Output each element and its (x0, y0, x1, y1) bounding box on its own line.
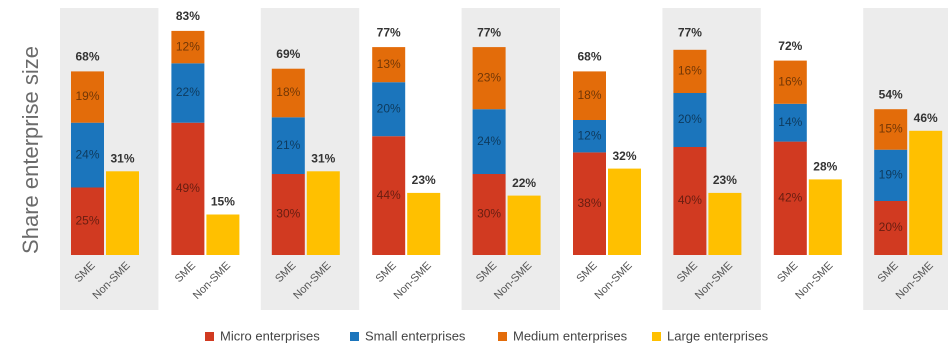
legend-swatch (498, 332, 507, 341)
x-tick-label: Non-SME (191, 260, 233, 302)
data-label: 23% (477, 70, 501, 84)
data-label: 31% (110, 151, 134, 165)
bar-segment (673, 49, 707, 93)
data-label: 40% (678, 193, 702, 207)
total-label: 77% (477, 25, 501, 39)
data-label: 28% (813, 160, 837, 174)
total-label: 77% (678, 25, 702, 39)
bar-segment (206, 214, 240, 255)
x-tick-label: SME (374, 260, 399, 285)
bar-segment (874, 201, 908, 255)
bar-segment (171, 30, 205, 64)
bar-segment (372, 136, 406, 255)
data-label: 30% (477, 207, 501, 221)
data-label: 12% (176, 39, 200, 53)
data-label: 20% (377, 101, 401, 115)
data-label: 38% (577, 196, 601, 210)
data-label: 18% (577, 88, 601, 102)
data-label: 32% (612, 149, 636, 163)
bar-segment (472, 109, 506, 174)
x-tick-label: SME (574, 260, 599, 285)
bar-segment (773, 60, 807, 104)
total-label: 77% (377, 25, 401, 39)
legend-label: Micro enterprises (220, 328, 320, 343)
x-tick-label: SME (775, 260, 800, 285)
data-label: 15% (211, 195, 235, 209)
bar-segment (773, 103, 807, 142)
y-axis-label: Share enterprise size (18, 46, 43, 254)
data-label: 23% (713, 173, 737, 187)
data-label: 49% (176, 181, 200, 195)
data-label: 19% (879, 168, 903, 182)
total-label: 54% (879, 87, 903, 101)
bar-segment (71, 187, 104, 255)
data-label: 19% (75, 89, 99, 103)
x-tick-label: Non-SME (793, 260, 835, 302)
total-label: 68% (577, 50, 601, 64)
data-label: 22% (176, 85, 200, 99)
legend-label: Medium enterprises (513, 328, 628, 343)
total-label: 83% (176, 9, 200, 23)
bar-segment (573, 152, 606, 255)
bar-segment (874, 109, 908, 150)
bar-segment (573, 120, 606, 153)
bar-segment (773, 141, 807, 255)
x-tick-label: Non-SME (592, 260, 634, 302)
data-label: 46% (914, 111, 938, 125)
bar-segment (874, 149, 908, 201)
data-label: 14% (778, 115, 802, 129)
bar-segment (71, 122, 104, 188)
bar-segment (909, 130, 943, 255)
legend-label: Large enterprises (667, 328, 769, 343)
data-label: 18% (276, 85, 300, 99)
bar-segment (71, 71, 104, 123)
data-label: 20% (678, 112, 702, 126)
data-label: 12% (577, 128, 601, 142)
data-label: 24% (477, 134, 501, 148)
bar-segment (171, 63, 205, 123)
total-label: 68% (75, 50, 99, 64)
bar-segment (673, 93, 707, 147)
bar-segment (306, 171, 340, 255)
bar-segment (271, 68, 305, 118)
bar-segment (608, 168, 641, 255)
bar-segment (472, 174, 506, 255)
data-label: 23% (412, 173, 436, 187)
bar-segment (106, 171, 139, 255)
data-label: 25% (75, 213, 99, 227)
bar-segment (372, 82, 406, 137)
data-label: 31% (311, 151, 335, 165)
bar-segment (372, 47, 406, 83)
x-tick-label: SME (173, 260, 198, 285)
data-label: 24% (75, 147, 99, 161)
data-label: 42% (778, 190, 802, 204)
data-label: 16% (778, 74, 802, 88)
data-label: 16% (678, 64, 702, 78)
bar-segment (507, 195, 541, 255)
legend-label: Small enterprises (365, 328, 466, 343)
bar-segment (673, 147, 707, 255)
bar-segment (708, 192, 742, 255)
bar-segment (171, 122, 205, 255)
data-label: 20% (879, 220, 903, 234)
data-label: 13% (377, 57, 401, 71)
data-label: 15% (879, 122, 903, 136)
data-label: 21% (276, 138, 300, 152)
legend-swatch (205, 332, 214, 341)
bar-segment (407, 192, 441, 255)
bar-segment (271, 174, 305, 255)
legend-swatch (350, 332, 359, 341)
data-label: 44% (377, 188, 401, 202)
total-label: 72% (778, 39, 802, 53)
bar-segment (271, 117, 305, 174)
legend-swatch (652, 332, 661, 341)
data-label: 30% (276, 207, 300, 221)
data-label: 22% (512, 176, 536, 190)
bar-segment (472, 47, 506, 110)
bar-segment (573, 71, 606, 120)
bar-segment (808, 179, 842, 255)
x-tick-label: Non-SME (392, 260, 434, 302)
total-label: 69% (276, 47, 300, 61)
